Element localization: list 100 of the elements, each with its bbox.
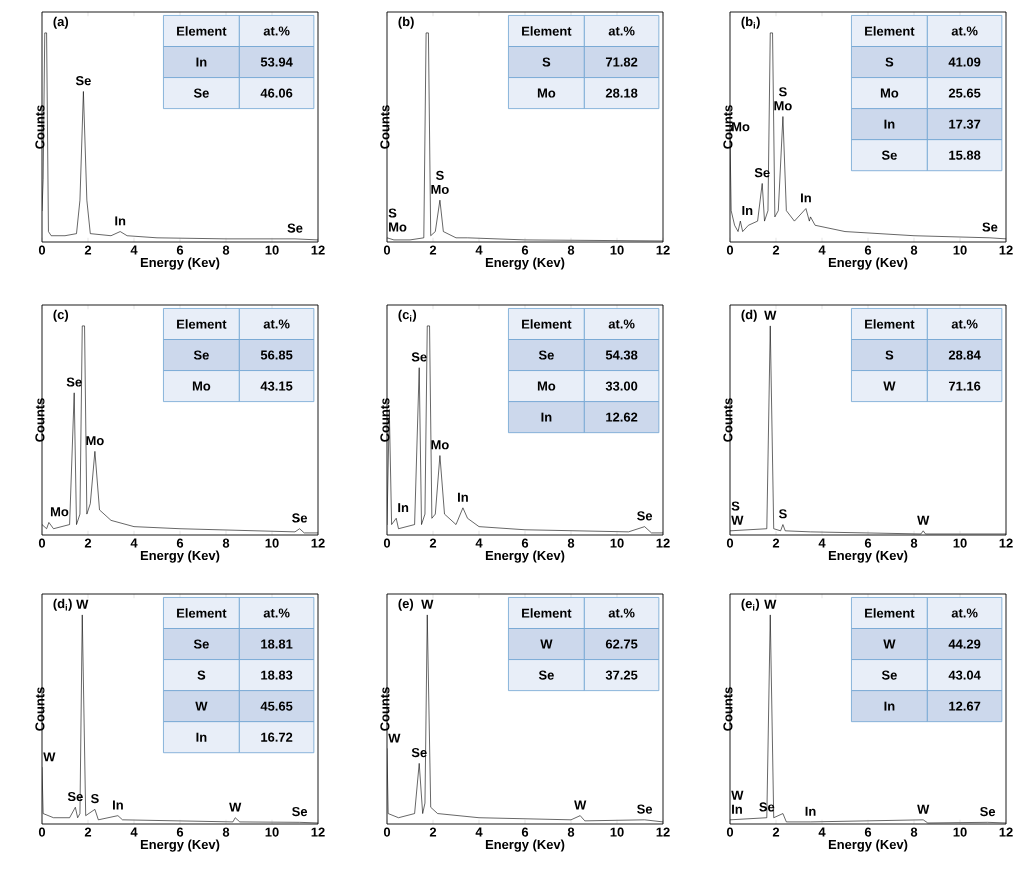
x-tick-label: 2 bbox=[429, 827, 437, 837]
annotation: Element bbox=[522, 608, 572, 618]
annotation: In bbox=[196, 732, 207, 742]
annotation: In bbox=[801, 193, 811, 203]
annotation: at.% bbox=[951, 26, 978, 36]
annotation: W bbox=[43, 752, 56, 762]
y-axis-title: Counts bbox=[35, 105, 45, 149]
annotation: Mo bbox=[50, 507, 69, 517]
annotation: 46.06 bbox=[260, 88, 293, 98]
x-tick-label: 12 bbox=[656, 827, 670, 837]
annotation: Se bbox=[287, 223, 303, 233]
annotation: Se bbox=[67, 791, 83, 802]
annotation: W bbox=[195, 701, 208, 711]
annotation: 15.88 bbox=[949, 150, 981, 160]
annotation: W bbox=[76, 599, 89, 609]
annotation: In bbox=[458, 492, 468, 502]
x-tick-label: 6 bbox=[176, 245, 184, 255]
annotation: In bbox=[398, 503, 409, 513]
x-tick-label: 10 bbox=[953, 827, 967, 837]
annotation: W bbox=[540, 639, 553, 649]
x-tick-label: 10 bbox=[953, 538, 967, 548]
x-tick-label: 6 bbox=[521, 827, 529, 837]
annotation: W bbox=[421, 599, 434, 609]
x-tick-label: 4 bbox=[818, 827, 826, 837]
annotation: W bbox=[731, 515, 744, 525]
x-axis-title: Energy (Kev) bbox=[828, 257, 908, 270]
annotation: Mo bbox=[86, 436, 104, 446]
annotation: In bbox=[541, 412, 552, 422]
annotation: Mo bbox=[537, 88, 556, 98]
annotation: Se bbox=[75, 76, 91, 86]
chart-title: (c$_{i}$) bbox=[398, 309, 417, 322]
x-tick-label: 4 bbox=[475, 245, 483, 255]
annotation: In bbox=[805, 806, 816, 816]
annotation: 18.83 bbox=[261, 670, 293, 680]
x-tick-label: 12 bbox=[656, 245, 670, 255]
annotation: 17.37 bbox=[949, 119, 981, 129]
y-axis-title: Counts bbox=[380, 687, 390, 731]
x-tick-label: 10 bbox=[265, 538, 279, 548]
annotation: S bbox=[90, 794, 99, 804]
x-tick-label: 6 bbox=[864, 245, 872, 255]
x-tick-label: 0 bbox=[726, 538, 734, 548]
x-tick-label: 0 bbox=[383, 245, 391, 255]
annotation: W bbox=[764, 599, 777, 609]
annotation: W bbox=[731, 790, 744, 800]
annotation: S bbox=[388, 208, 397, 218]
x-tick-label: 6 bbox=[521, 245, 529, 255]
annotation: Element bbox=[865, 319, 915, 329]
annotation: at.% bbox=[263, 608, 290, 618]
x-tick-label: 2 bbox=[84, 538, 92, 548]
chart-title: (e$_{i}$) bbox=[741, 598, 760, 611]
annotation: Se bbox=[754, 168, 770, 178]
annotation: 12.67 bbox=[949, 701, 981, 711]
x-tick-label: 2 bbox=[772, 245, 780, 255]
annotation: Element bbox=[177, 608, 227, 618]
x-axis-title: Energy (Kev) bbox=[485, 839, 565, 852]
x-tick-label: 4 bbox=[475, 827, 483, 837]
annotation: Mo bbox=[880, 88, 899, 98]
x-tick-label: 12 bbox=[311, 245, 325, 255]
x-tick-label: 8 bbox=[567, 538, 575, 548]
x-tick-label: 8 bbox=[567, 827, 575, 837]
x-tick-label: 6 bbox=[864, 538, 872, 548]
annotation: Element bbox=[522, 26, 572, 36]
annotation: W bbox=[917, 515, 930, 525]
annotation: S bbox=[885, 350, 894, 360]
annotation: Element bbox=[177, 26, 227, 36]
chart-title: (b$_{i}$) bbox=[741, 16, 760, 29]
annotation: Element bbox=[865, 26, 915, 36]
x-tick-label: 0 bbox=[38, 827, 46, 837]
x-axis-title: Energy (Kev) bbox=[140, 257, 220, 270]
chart-title: (d) bbox=[741, 309, 757, 322]
annotation: Se bbox=[292, 513, 308, 523]
annotation: Se bbox=[292, 806, 308, 817]
annotation: at.% bbox=[608, 319, 635, 329]
annotation: 28.84 bbox=[948, 350, 981, 360]
annotation: Mo bbox=[192, 381, 211, 391]
annotation: 45.65 bbox=[260, 701, 293, 711]
annotation: In bbox=[884, 119, 895, 129]
annotation: Se bbox=[881, 150, 897, 160]
x-tick-label: 6 bbox=[176, 827, 184, 837]
annotation: 16.72 bbox=[261, 732, 293, 742]
annotation: S bbox=[778, 509, 787, 519]
annotation: Mo bbox=[389, 222, 407, 232]
annotation: 12.62 bbox=[606, 412, 638, 422]
x-tick-label: 10 bbox=[610, 245, 624, 255]
annotation: Se bbox=[193, 88, 209, 98]
annotation: Mo bbox=[431, 184, 449, 194]
chart-title: (e) bbox=[398, 598, 414, 611]
annotation: S bbox=[435, 170, 444, 180]
x-tick-label: 2 bbox=[84, 827, 92, 837]
annotation: 54.38 bbox=[605, 350, 638, 360]
annotation: In bbox=[732, 804, 742, 814]
annotation: S bbox=[542, 57, 551, 67]
x-tick-label: 2 bbox=[772, 538, 780, 548]
x-tick-label: 12 bbox=[999, 538, 1013, 548]
x-tick-label: 2 bbox=[84, 245, 92, 255]
x-tick-label: 2 bbox=[429, 245, 437, 255]
x-tick-label: 12 bbox=[656, 538, 670, 548]
x-tick-label: 4 bbox=[130, 245, 138, 255]
annotation: Se bbox=[66, 377, 82, 387]
annotation: In bbox=[196, 57, 207, 67]
